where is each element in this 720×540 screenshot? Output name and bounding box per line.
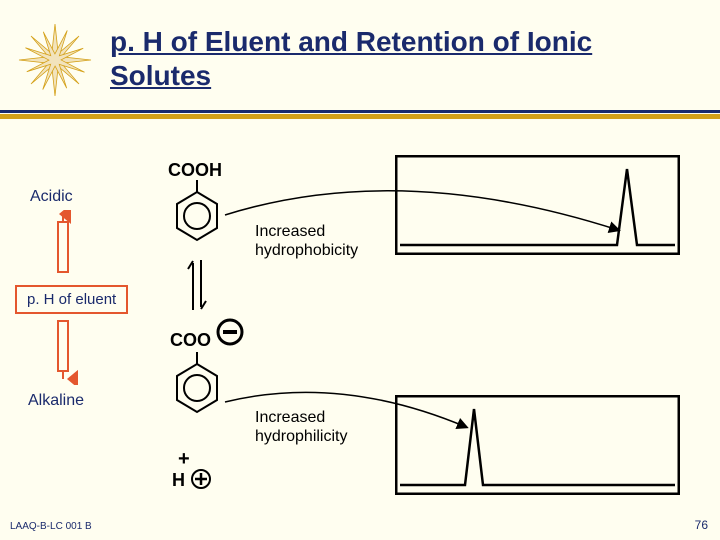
- plus-prefix: +: [178, 448, 190, 471]
- cooh-text: COOH: [168, 160, 222, 181]
- title-line1: p. H of Eluent and Retention of Ionic: [110, 26, 592, 57]
- arrow-down-icon: [48, 315, 78, 385]
- divider-bar: [0, 110, 720, 120]
- chromatogram-bottom: [395, 395, 680, 495]
- title-line2: Solutes: [110, 60, 211, 91]
- plus-circle-icon: [190, 468, 212, 490]
- starburst-logo: [15, 20, 95, 100]
- footer-page: 76: [695, 518, 708, 532]
- chromatogram-top: [395, 155, 680, 255]
- benzene-top-icon: [172, 180, 222, 250]
- arrow-up-icon: [48, 210, 78, 280]
- alkaline-label: Alkaline: [28, 392, 84, 410]
- h-text: H: [172, 470, 185, 491]
- benzene-bottom-icon: [172, 352, 222, 422]
- coo-text: COO: [170, 330, 211, 351]
- acidic-label: Acidic: [30, 188, 73, 206]
- equilibrium-arrows-icon: [185, 255, 209, 315]
- ph-of-eluent-box: p. H of eluent: [15, 285, 128, 314]
- slide-title: p. H of Eluent and Retention of Ionic So…: [110, 25, 592, 92]
- minus-circle-icon: [216, 318, 244, 346]
- footer-code: LAAQ-B-LC 001 B: [10, 521, 92, 532]
